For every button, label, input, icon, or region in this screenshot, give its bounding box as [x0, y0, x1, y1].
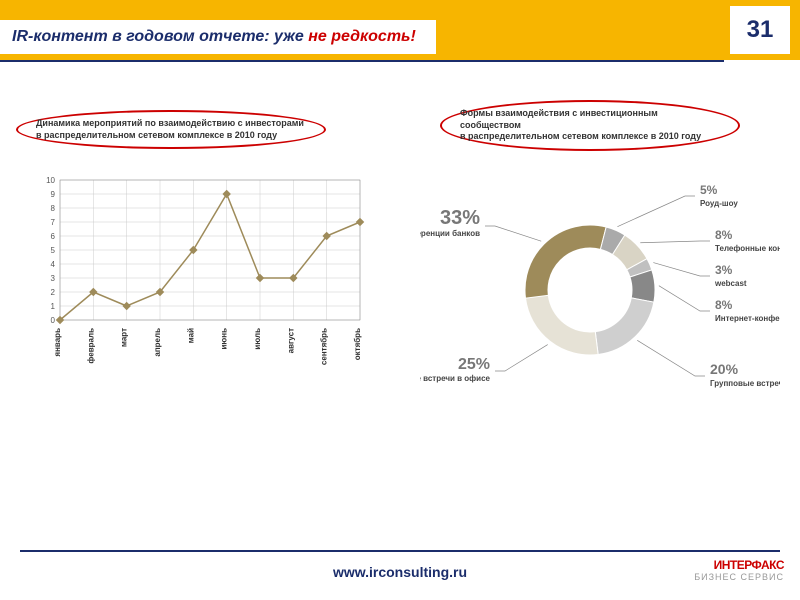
svg-text:август: август	[286, 328, 295, 353]
footer-logo: ИНТЕРФАКС БИЗНЕС СЕРВИС	[694, 558, 784, 582]
header-bar: IR-контент в годовом отчете: уже не редк…	[0, 0, 800, 60]
title-text-1: IR-контент в годовом отчете: уже	[12, 28, 308, 45]
svg-text:Групповые встречи в офисе: Групповые встречи в офисе	[710, 379, 780, 388]
page-number: 31	[747, 16, 774, 44]
svg-text:3%: 3%	[715, 263, 733, 277]
title-text-2: не редкость!	[308, 28, 416, 45]
svg-text:25%: 25%	[458, 356, 490, 373]
svg-text:сентябрь: сентябрь	[320, 328, 329, 365]
svg-text:февраль: февраль	[86, 328, 95, 364]
svg-text:Роуд-шоу: Роуд-шоу	[700, 199, 738, 208]
left-caption-line2: в распределительном сетевом комплексе в …	[36, 130, 306, 142]
content-area: Динамика мероприятий по взаимодействию с…	[0, 80, 800, 530]
svg-text:8%: 8%	[715, 228, 733, 242]
svg-text:январь: январь	[53, 328, 62, 357]
svg-text:0: 0	[51, 316, 56, 325]
svg-text:6: 6	[51, 232, 56, 241]
svg-text:2: 2	[51, 288, 56, 297]
svg-text:октябрь: октябрь	[353, 328, 362, 360]
svg-text:7: 7	[51, 218, 56, 227]
svg-text:8: 8	[51, 204, 56, 213]
svg-text:10: 10	[46, 176, 55, 185]
left-chart-caption: Динамика мероприятий по взаимодействию с…	[16, 110, 326, 149]
slide-title: IR-контент в годовом отчете: уже не редк…	[0, 20, 436, 54]
svg-text:май: май	[186, 328, 195, 343]
right-caption-line1: Формы взаимодействия с инвестиционным со…	[460, 108, 720, 131]
svg-text:июль: июль	[253, 328, 262, 350]
line-chart-svg: 0 1 2 3 4 5 6 7 8 9 10 январь февраль март апрель май ию…	[30, 170, 370, 370]
svg-text:20%: 20%	[710, 361, 739, 377]
svg-text:33%: 33%	[440, 207, 480, 229]
donut-chart-svg: 33%Конференции банков 5% Роуд-шоу 8% Телефон…	[420, 140, 780, 420]
svg-text:8%: 8%	[715, 298, 733, 312]
footer-url: www.irconsulting.ru	[0, 564, 800, 580]
footer-divider	[20, 550, 780, 552]
line-chart: 0 1 2 3 4 5 6 7 8 9 10 январь февраль март апрель май ию…	[30, 170, 370, 370]
page-number-box: 31	[730, 6, 790, 54]
svg-text:июнь: июнь	[220, 328, 229, 350]
svg-text:webcast: webcast	[714, 279, 747, 288]
svg-text:март: март	[120, 328, 129, 347]
svg-text:Телефонные конференции: Телефонные конференции	[715, 244, 780, 253]
donut-chart: 33%Конференции банков 5% Роуд-шоу 8% Телефон…	[420, 140, 780, 420]
svg-text:5: 5	[51, 246, 56, 255]
svg-text:9: 9	[51, 190, 56, 199]
svg-text:Конференции банков: Конференции банков	[420, 229, 480, 238]
left-caption-line1: Динамика мероприятий по взаимодействию с…	[36, 118, 306, 130]
svg-text:3: 3	[51, 274, 56, 283]
svg-text:апрель: апрель	[153, 328, 162, 357]
svg-text:Индивидуальные встречи в офисе: Индивидуальные встречи в офисе	[420, 374, 491, 383]
svg-text:4: 4	[51, 260, 56, 269]
svg-text:5%: 5%	[700, 183, 718, 197]
footer: www.irconsulting.ru ИНТЕРФАКС БИЗНЕС СЕР…	[0, 550, 800, 600]
svg-text:1: 1	[51, 302, 56, 311]
svg-text:Интернет-конференции: Интернет-конференции	[715, 314, 780, 323]
logo-top: ИНТЕРФАКС	[694, 558, 784, 572]
header-underline	[0, 60, 724, 62]
logo-bottom: БИЗНЕС СЕРВИС	[694, 572, 784, 582]
